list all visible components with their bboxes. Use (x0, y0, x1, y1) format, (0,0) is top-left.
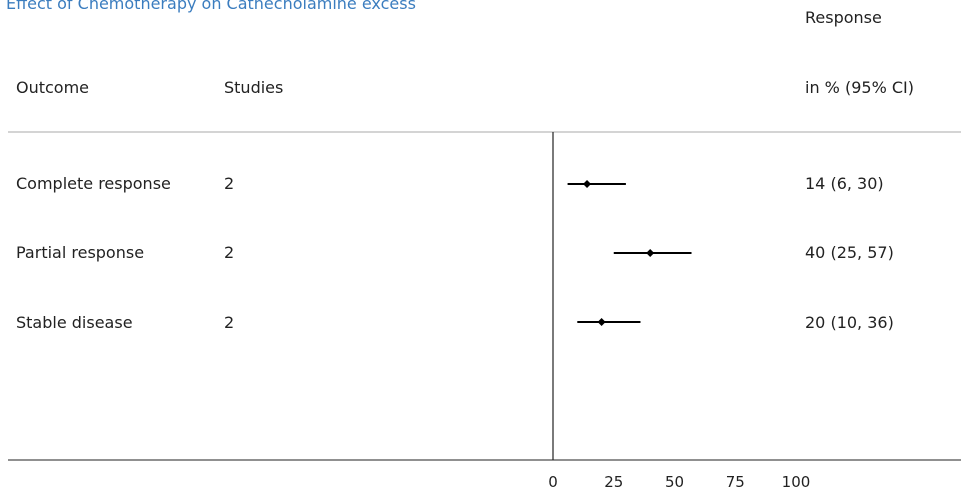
x-tick-label: 75 (726, 473, 745, 491)
row-ci-text: 40 (25, 57) (805, 243, 894, 262)
point-estimate (646, 249, 655, 257)
x-tick-label: 50 (665, 473, 684, 491)
x-tick-label: 0 (548, 473, 558, 491)
row-outcome-label: Stable disease (16, 313, 133, 332)
response-header-line2: in % (95% CI) (805, 78, 914, 97)
chart-title: Effect of Chemotherapy on Cathecholamine… (6, 0, 416, 13)
response-header-line1: Response (805, 8, 882, 27)
outcome-header: Outcome (16, 78, 90, 97)
x-tick-label: 25 (604, 473, 623, 491)
point-estimate (583, 180, 592, 188)
row-outcome-label: Partial response (16, 243, 145, 262)
studies-header: Studies (224, 78, 284, 97)
row-ci-text: 20 (10, 36) (805, 313, 894, 332)
row-studies-count: 2 (224, 174, 235, 193)
x-tick-label: 100 (782, 473, 811, 491)
row-studies-count: 2 (224, 313, 235, 332)
row-outcome-label: Complete response (16, 174, 171, 193)
row-ci-text: 14 (6, 30) (805, 174, 884, 193)
point-estimate (597, 318, 606, 326)
row-studies-count: 2 (224, 243, 235, 262)
